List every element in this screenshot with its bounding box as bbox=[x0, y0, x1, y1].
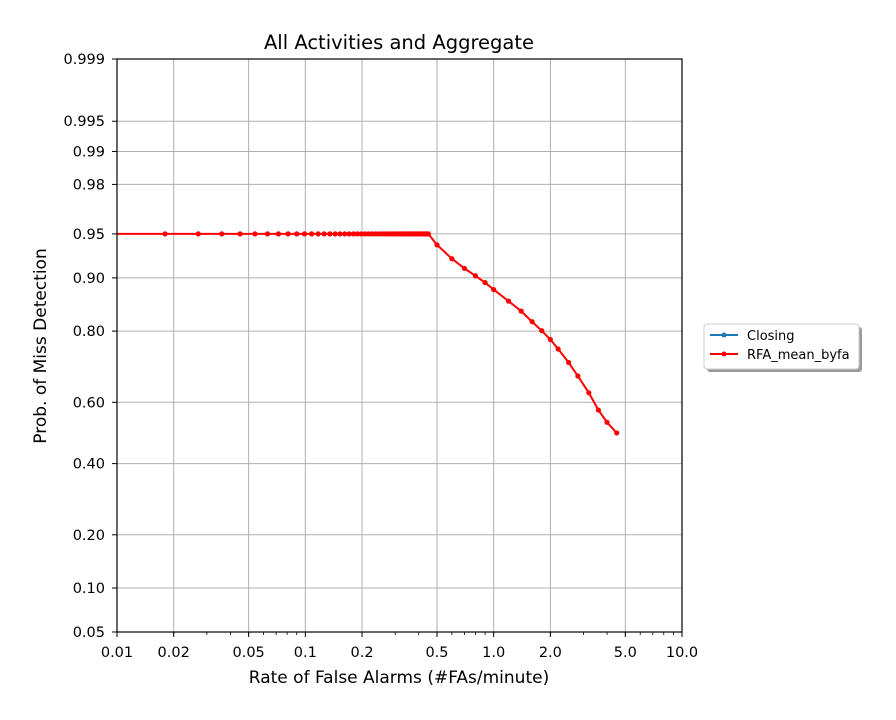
x-tick-label: 0.02 bbox=[158, 645, 190, 661]
data-point-rfa-mean-byfa bbox=[566, 359, 572, 366]
y-tick-label: 0.10 bbox=[73, 581, 105, 597]
data-point-rfa-mean-byfa bbox=[555, 346, 561, 352]
x-axis-label: Rate of False Alarms (#FAs/minute) bbox=[249, 668, 549, 688]
y-tick-label: 0.95 bbox=[73, 227, 105, 243]
data-point-rfa-mean-byfa bbox=[294, 231, 300, 237]
data-point-rfa-mean-byfa bbox=[425, 231, 431, 237]
y-axis-label: Prob. of Miss Detection bbox=[31, 248, 51, 443]
x-tick-label: 10.0 bbox=[666, 645, 698, 661]
y-tick-label: 0.99 bbox=[73, 144, 105, 160]
legend-label-closing: Closing bbox=[747, 329, 795, 344]
data-point-rfa-mean-byfa bbox=[505, 298, 512, 304]
data-point-rfa-mean-byfa bbox=[301, 231, 308, 237]
data-point-rfa-mean-byfa bbox=[285, 231, 291, 237]
y-tick-label: 0.98 bbox=[73, 177, 105, 193]
data-point-rfa-mean-byfa bbox=[219, 231, 225, 237]
data-point-rfa-mean-byfa bbox=[461, 265, 468, 272]
x-tick-label: 2.0 bbox=[539, 645, 562, 661]
data-point-rfa-mean-byfa bbox=[595, 407, 602, 413]
data-point-rfa-mean-byfa bbox=[491, 286, 497, 293]
data-point-rfa-mean-byfa bbox=[195, 231, 201, 237]
y-tick-label: 0.20 bbox=[73, 528, 105, 544]
data-point-rfa-mean-byfa bbox=[237, 231, 243, 237]
data-point-rfa-mean-byfa bbox=[604, 419, 610, 425]
data-point-rfa-mean-byfa bbox=[346, 231, 352, 237]
x-tick-label: 5.0 bbox=[614, 645, 637, 661]
data-point-rfa-mean-byfa bbox=[315, 231, 321, 237]
data-point-rfa-mean-byfa bbox=[252, 231, 258, 237]
data-point-rfa-mean-byfa bbox=[342, 231, 348, 237]
data-point-rfa-mean-byfa bbox=[275, 231, 282, 237]
data-point-rfa-mean-byfa bbox=[586, 390, 592, 396]
data-point-rfa-mean-byfa bbox=[482, 279, 488, 286]
legend-marker-dot-closing bbox=[721, 332, 727, 338]
y-tick-label: 0.60 bbox=[73, 395, 105, 411]
axis-ticks: 0.01 0.02 0.05 0.1 0.2 0.5 1.0 2.0 5.0 10.0 0.05 0.… bbox=[63, 52, 698, 661]
data-point-rfa-mean-byfa bbox=[337, 231, 343, 237]
data-point-rfa-mean-byfa bbox=[518, 308, 524, 314]
plot-series bbox=[117, 231, 620, 436]
x-tick-label: 1.0 bbox=[482, 645, 505, 661]
data-point-rfa-mean-byfa bbox=[309, 231, 315, 237]
y-tick-label: 0.90 bbox=[73, 271, 105, 287]
legend: Closing RFA_mean_byfa bbox=[703, 323, 862, 372]
data-point-rfa-mean-byfa bbox=[162, 231, 168, 237]
data-point-rfa-mean-byfa bbox=[321, 231, 327, 237]
chart-title: All Activities and Aggregate bbox=[264, 31, 534, 54]
data-point-rfa-mean-byfa bbox=[547, 336, 553, 343]
data-point-rfa-mean-byfa bbox=[358, 231, 364, 237]
y-tick-label: 0.999 bbox=[63, 52, 105, 68]
data-point-rfa-mean-byfa bbox=[472, 273, 479, 279]
plot-frame bbox=[116, 58, 683, 633]
x-tick-label: 0.05 bbox=[232, 645, 264, 661]
data-point-rfa-mean-byfa bbox=[354, 231, 361, 237]
data-point-rfa-mean-byfa bbox=[434, 242, 440, 248]
y-tick-label: 0.995 bbox=[63, 114, 105, 130]
x-tick-label: 0.5 bbox=[425, 645, 448, 661]
y-tick-label: 0.05 bbox=[73, 625, 105, 641]
x-tick-label: 0.1 bbox=[294, 645, 317, 661]
legend-box bbox=[703, 323, 860, 370]
y-tick-label: 0.40 bbox=[73, 457, 105, 473]
data-point-rfa-mean-byfa bbox=[614, 430, 620, 436]
legend-marker-dot-rfa-mean-byfa bbox=[721, 351, 727, 357]
data-point-rfa-mean-byfa bbox=[449, 256, 455, 262]
x-tick-label: 0.2 bbox=[350, 645, 373, 661]
data-point-rfa-mean-byfa bbox=[529, 319, 535, 325]
data-point-rfa-mean-byfa bbox=[264, 231, 271, 237]
data-point-rfa-mean-byfa bbox=[350, 231, 357, 237]
data-point-rfa-mean-byfa bbox=[575, 373, 581, 379]
data-point-rfa-mean-byfa bbox=[332, 231, 338, 237]
x-tick-label: 0.01 bbox=[101, 645, 133, 661]
y-tick-label: 0.80 bbox=[73, 324, 105, 340]
data-point-rfa-mean-byfa bbox=[327, 231, 333, 237]
data-point-rfa-mean-byfa bbox=[539, 328, 545, 334]
legend-label-rfa-mean-byfa: RFA_mean_byfa bbox=[747, 348, 850, 363]
